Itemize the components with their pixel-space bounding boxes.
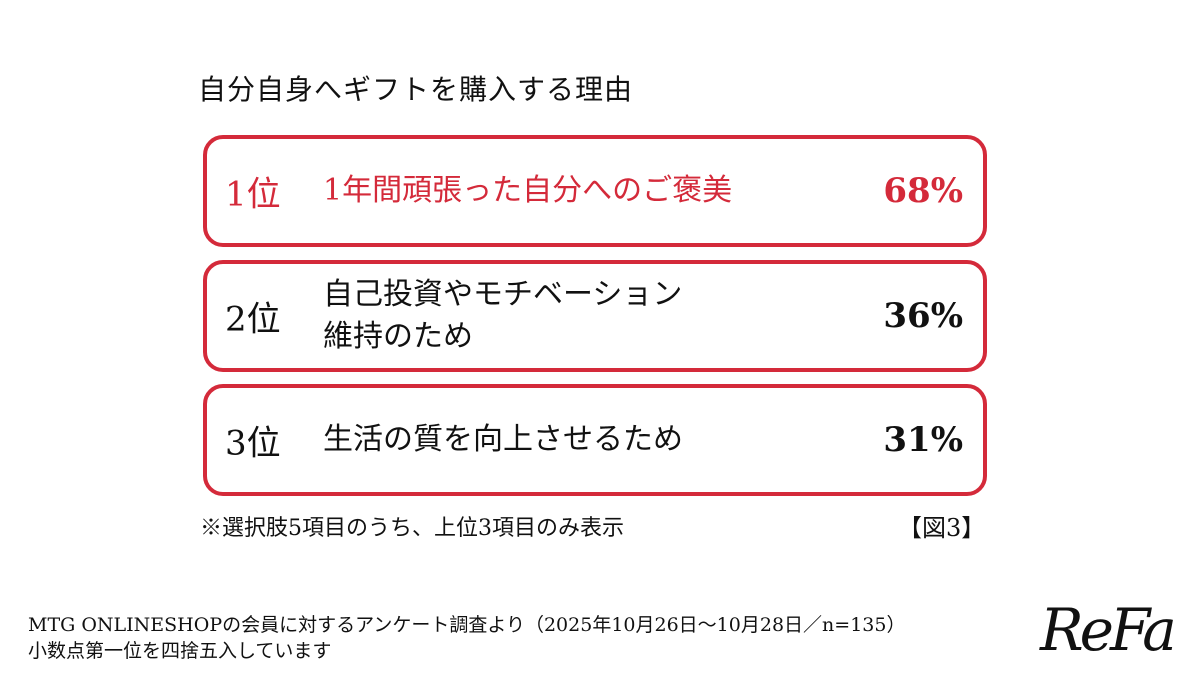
rank-row-3: 3位 生活の質を向上させるため 31% [203,384,987,496]
figure-label: 【図3】 [898,514,986,542]
percent-value: 36% [883,296,963,336]
rank-label: 1位 [225,174,281,215]
reason-label: 自己投資やモチベーション 維持のため [323,277,683,354]
rank-label: 3位 [225,423,281,464]
rounding-note: 小数点第一位を四捨五入しています [28,640,332,662]
source-line: MTG ONLINESHOPの会員に対するアンケート調査より（2025年10月2… [28,614,906,636]
rank-row-2: 2位 自己投資やモチベーション 維持のため 36% [203,260,987,372]
reason-label: 1年間頑張った自分へのご褒美 [323,173,733,208]
rank-row-1: 1位 1年間頑張った自分へのご褒美 68% [203,135,987,247]
percent-value: 68% [883,171,963,211]
source-note: MTG ONLINESHOPの会員に対するアンケート調査より（2025年10月2… [28,612,905,664]
percent-value: 31% [883,420,963,460]
refa-logo: ReFa [1040,596,1177,664]
page-title: 自分自身へギフトを購入する理由 [198,73,634,106]
rank-label: 2位 [225,299,281,340]
reason-label: 生活の質を向上させるため [323,422,683,457]
footnote: ※選択肢5項目のうち、上位3項目のみ表示 [200,516,624,541]
